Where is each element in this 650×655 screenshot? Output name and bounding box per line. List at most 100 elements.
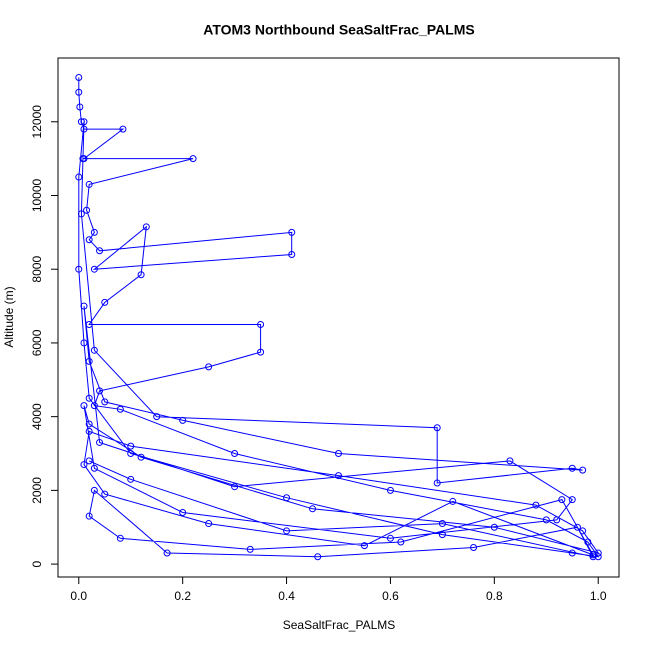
- data-point: [553, 516, 561, 524]
- data-point: [246, 545, 254, 553]
- data-point: [127, 450, 135, 458]
- data-point: [85, 420, 93, 428]
- data-point: [80, 461, 88, 469]
- data-point: [90, 346, 98, 354]
- data-point: [137, 271, 145, 279]
- data-point: [470, 544, 478, 552]
- data-point: [79, 155, 87, 163]
- data-point: [85, 321, 93, 329]
- data-point: [75, 265, 83, 273]
- data-point: [101, 490, 109, 498]
- data-point: [589, 553, 597, 561]
- data-line: [78, 77, 600, 558]
- data-point: [205, 520, 213, 528]
- data-point: [80, 402, 88, 410]
- data-point: [85, 457, 93, 465]
- data-point: [80, 118, 88, 126]
- data-point: [532, 501, 540, 509]
- data-point: [589, 551, 597, 559]
- data-point: [85, 357, 93, 365]
- data-point: [335, 450, 342, 458]
- data-point: [314, 553, 322, 561]
- data-point: [542, 516, 550, 524]
- data-point: [438, 531, 446, 539]
- data-point: [433, 479, 441, 487]
- data-point: [584, 538, 592, 546]
- data-point: [96, 247, 104, 255]
- data-point: [75, 173, 83, 181]
- data-point: [189, 155, 197, 163]
- data-point: [80, 339, 88, 347]
- data-point: [579, 466, 587, 474]
- y-tick-label: 10000: [30, 178, 44, 212]
- data-point: [257, 321, 265, 329]
- data-point: [85, 427, 93, 435]
- y-tick-label: 2000: [30, 477, 44, 504]
- data-point: [573, 523, 581, 531]
- data-point: [116, 405, 124, 413]
- data-point: [568, 464, 576, 472]
- data-point: [137, 453, 145, 461]
- x-tick-label: 0.6: [382, 589, 399, 603]
- data-point: [257, 348, 265, 356]
- data-point: [231, 483, 239, 491]
- data-point: [568, 496, 576, 504]
- data-point: [90, 486, 98, 494]
- data-point: [142, 223, 150, 231]
- data-point: [85, 236, 93, 244]
- data-point: [90, 402, 98, 410]
- data-point: [127, 475, 135, 483]
- data-point: [83, 206, 91, 214]
- data-point: [309, 505, 317, 513]
- data-point: [438, 520, 446, 528]
- data-point: [579, 527, 587, 535]
- data-point: [96, 438, 104, 446]
- data-point: [179, 416, 187, 424]
- data-point: [231, 450, 239, 458]
- data-point: [119, 125, 127, 133]
- data-point: [75, 88, 83, 96]
- data-point: [80, 302, 88, 310]
- data-point: [360, 542, 368, 550]
- x-tick-label: 0.8: [486, 589, 503, 603]
- data-point: [288, 250, 296, 258]
- data-point: [116, 534, 124, 542]
- data-point: [76, 103, 84, 111]
- data-point: [90, 464, 98, 472]
- y-tick-label: 0: [30, 560, 44, 567]
- data-point: [288, 228, 296, 236]
- data-point: [433, 424, 441, 432]
- data-point: [283, 494, 291, 502]
- x-axis-label: SeaSaltFrac_PALMS: [283, 618, 396, 632]
- data-point: [386, 486, 394, 494]
- y-tick-label: 4000: [30, 403, 44, 430]
- data-point: [96, 387, 104, 395]
- data-point: [335, 472, 342, 480]
- data-point: [205, 363, 213, 371]
- data-point: [179, 508, 187, 516]
- data-point: [506, 457, 514, 465]
- plot-frame: [57, 57, 620, 578]
- data-point: [283, 527, 291, 535]
- y-tick-label: 8000: [30, 256, 44, 283]
- data-point: [163, 549, 171, 557]
- data-point: [90, 265, 98, 273]
- data-point: [77, 210, 85, 218]
- data-point: [397, 538, 405, 546]
- x-tick-label: 0.0: [70, 589, 87, 603]
- chart-title: ATOM3 Northbound SeaSaltFrac_PALMS: [203, 22, 474, 38]
- data-point: [568, 549, 576, 557]
- data-point: [558, 496, 566, 504]
- data-point: [449, 497, 457, 505]
- data-point: [80, 125, 88, 133]
- data-point: [490, 523, 498, 531]
- data-point: [90, 228, 98, 236]
- data-point: [85, 512, 93, 520]
- y-axis-label: Altitude (m): [2, 286, 16, 347]
- data-point: [85, 180, 93, 188]
- y-tick-label: 6000: [30, 329, 44, 356]
- x-tick-label: 0.2: [174, 589, 191, 603]
- data-point: [75, 74, 83, 82]
- data-point: [77, 118, 85, 126]
